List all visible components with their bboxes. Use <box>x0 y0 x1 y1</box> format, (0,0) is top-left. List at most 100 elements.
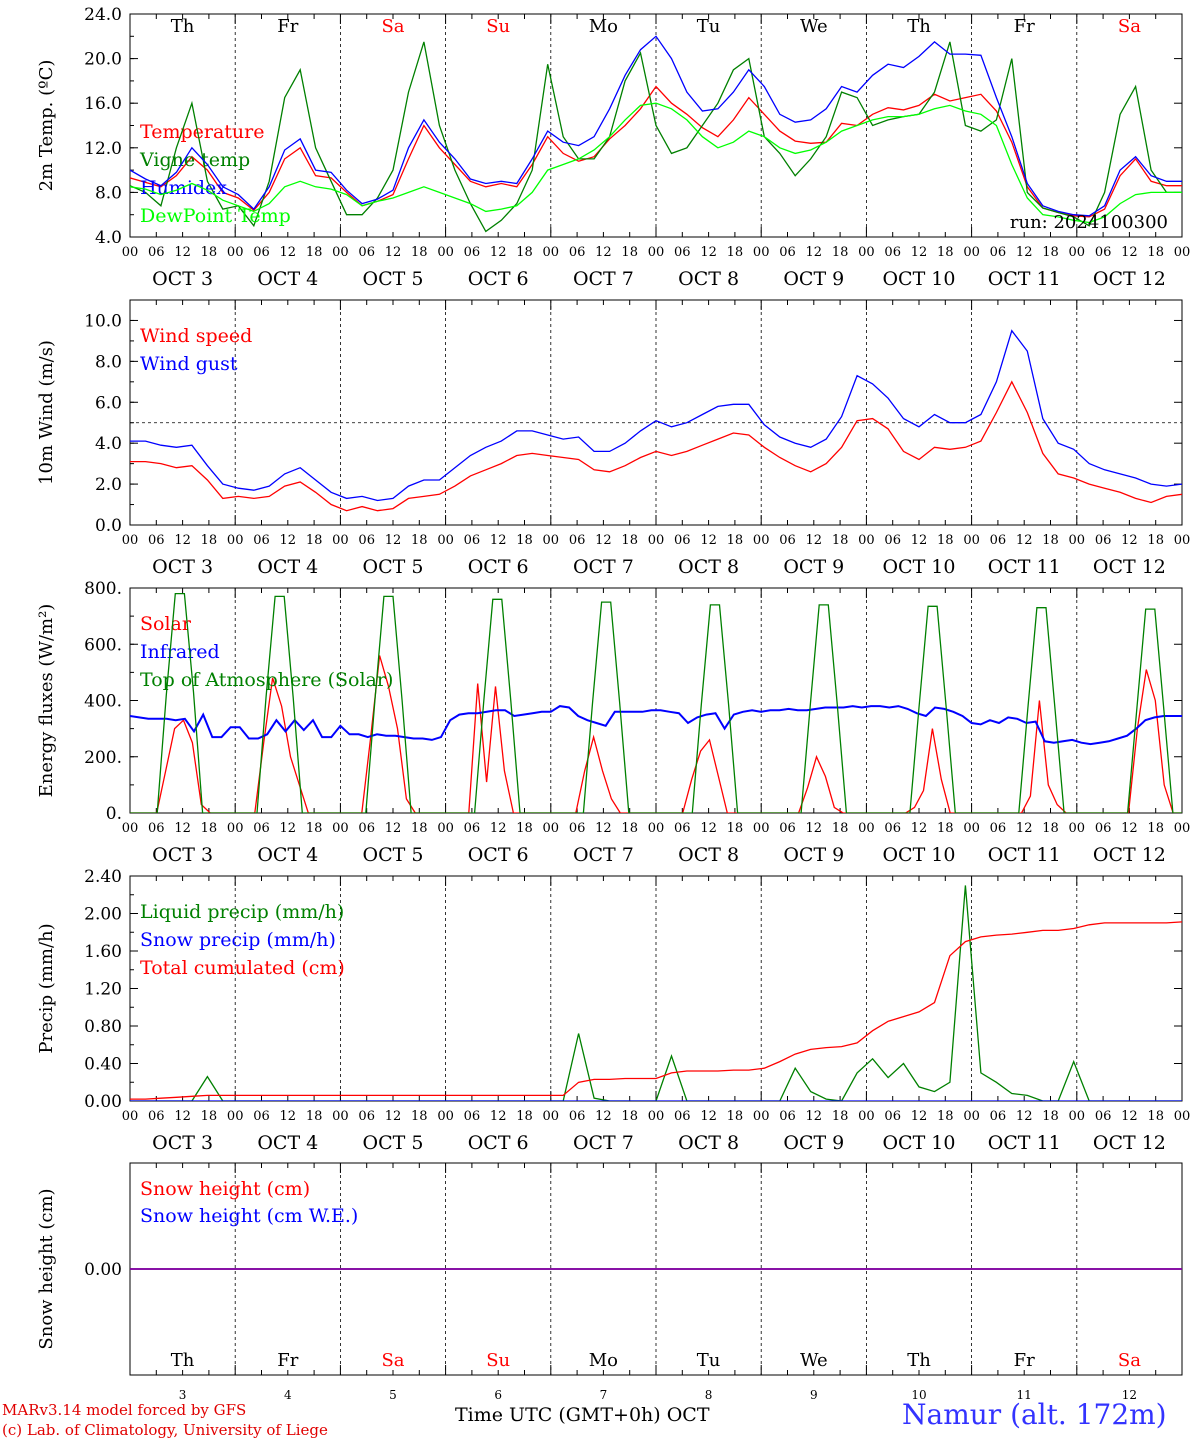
y-tick-label: 12.0 <box>84 139 122 159</box>
panel-frame <box>129 299 1183 526</box>
hour-tick-label: 00 <box>648 821 665 836</box>
hour-tick-label: 12 <box>700 245 717 260</box>
hour-tick-label: 18 <box>306 1109 323 1124</box>
y-tick-label: 4.0 <box>95 228 122 248</box>
date-label: OCT 11 <box>988 268 1061 290</box>
legend-entry: Temperature <box>140 121 264 143</box>
y-tick-label: 0.0 <box>95 516 122 536</box>
hour-tick-label: 00 <box>648 1109 665 1124</box>
hour-tick-label: 00 <box>227 821 244 836</box>
hour-tick-label: 12 <box>700 821 717 836</box>
hour-tick-label: 06 <box>674 1109 691 1124</box>
hour-tick-label: 18 <box>411 1109 428 1124</box>
y-tick-label: 0.00 <box>84 1260 122 1280</box>
hour-tick-label: 12 <box>280 1109 297 1124</box>
hour-tick-label: 06 <box>253 821 270 836</box>
hour-tick-label: 06 <box>990 821 1007 836</box>
date-label: OCT 11 <box>988 844 1061 866</box>
date-label: OCT 9 <box>783 556 844 578</box>
hour-tick-label: 18 <box>727 245 744 260</box>
date-label: OCT 4 <box>257 1132 318 1154</box>
date-label: OCT 7 <box>573 1132 634 1154</box>
hour-tick-label: 06 <box>674 821 691 836</box>
day-number: 3 <box>179 1388 187 1402</box>
legend-entry: Infrared <box>140 641 220 663</box>
hour-tick-label: 00 <box>122 245 139 260</box>
hour-tick-label: 18 <box>1042 245 1059 260</box>
hour-tick-label: 12 <box>280 533 297 548</box>
day-name: Su <box>486 16 510 37</box>
date-label: OCT 5 <box>363 556 424 578</box>
hour-tick-label: 00 <box>1174 533 1191 548</box>
hour-tick-label: 18 <box>832 1109 849 1124</box>
date-label: OCT 5 <box>363 1132 424 1154</box>
day-name: Th <box>171 1350 195 1371</box>
y-tick-label: 400. <box>84 692 122 712</box>
y-tick-label: 800. <box>84 579 122 599</box>
y-tick-label: 2.00 <box>84 905 122 925</box>
hour-tick-label: 12 <box>385 1109 402 1124</box>
date-label: OCT 6 <box>468 1132 529 1154</box>
hour-tick-label: 00 <box>1069 245 1086 260</box>
hour-tick-label: 18 <box>832 533 849 548</box>
hour-tick-label: 12 <box>1016 821 1033 836</box>
hour-tick-label: 18 <box>306 245 323 260</box>
y-tick-label: 6.0 <box>95 393 122 413</box>
date-label: OCT 7 <box>573 844 634 866</box>
date-label: OCT 6 <box>468 556 529 578</box>
hour-tick-label: 06 <box>1095 821 1112 836</box>
hour-tick-label: 00 <box>332 245 349 260</box>
date-label: OCT 5 <box>363 268 424 290</box>
hour-tick-label: 06 <box>569 533 586 548</box>
hour-tick-label: 06 <box>779 1109 796 1124</box>
station-title: Namur (alt. 172m) <box>902 1398 1167 1431</box>
day-number: 4 <box>284 1388 292 1402</box>
hour-tick-label: 18 <box>411 245 428 260</box>
hour-tick-label: 06 <box>779 533 796 548</box>
hour-tick-label: 12 <box>806 1109 823 1124</box>
series-line <box>130 705 1182 746</box>
hour-tick-label: 12 <box>806 245 823 260</box>
series-line <box>130 102 1182 224</box>
hour-tick-label: 00 <box>122 533 139 548</box>
hour-tick-label: 06 <box>148 1109 165 1124</box>
y-tick-label: 10.0 <box>84 311 122 331</box>
hour-tick-label: 00 <box>543 821 560 836</box>
hour-tick-label: 18 <box>516 821 533 836</box>
hour-tick-label: 00 <box>543 1109 560 1124</box>
day-number: 9 <box>810 1388 818 1402</box>
hour-tick-label: 18 <box>1147 821 1164 836</box>
hour-tick-label: 18 <box>937 821 954 836</box>
legend-entry: Liquid precip (mm/h) <box>140 901 344 923</box>
hour-tick-label: 06 <box>779 821 796 836</box>
hour-tick-label: 00 <box>753 821 770 836</box>
hour-tick-label: 12 <box>806 533 823 548</box>
hour-tick-label: 12 <box>595 533 612 548</box>
date-label: OCT 3 <box>152 1132 213 1154</box>
day-name: We <box>800 16 828 37</box>
date-label: OCT 4 <box>257 268 318 290</box>
hour-tick-label: 00 <box>648 245 665 260</box>
y-axis-label: Snow height (cm) <box>36 1188 57 1349</box>
day-number: 12 <box>1122 1388 1137 1402</box>
hour-tick-label: 06 <box>1095 1109 1112 1124</box>
hour-tick-label: 18 <box>727 533 744 548</box>
hour-tick-label: 06 <box>1095 533 1112 548</box>
day-name: Mo <box>589 16 618 37</box>
hour-tick-label: 12 <box>280 821 297 836</box>
model-note: MARv3.14 model forced by GFS <box>2 1401 247 1419</box>
y-tick-label: 200. <box>84 748 122 768</box>
y-axis-label: Energy fluxes (W/m²) <box>36 604 57 798</box>
hour-tick-label: 18 <box>1147 533 1164 548</box>
legend-entry: Wind gust <box>140 353 238 375</box>
date-label: OCT 10 <box>882 1132 955 1154</box>
date-label: OCT 11 <box>988 1132 1061 1154</box>
series-line <box>130 885 1182 1101</box>
hour-tick-label: 12 <box>1016 1109 1033 1124</box>
hour-tick-label: 00 <box>963 533 980 548</box>
hour-tick-label: 18 <box>727 1109 744 1124</box>
hour-tick-label: 18 <box>306 821 323 836</box>
hour-tick-label: 00 <box>1069 1109 1086 1124</box>
hour-tick-label: 12 <box>911 1109 928 1124</box>
day-number: 8 <box>705 1388 713 1402</box>
